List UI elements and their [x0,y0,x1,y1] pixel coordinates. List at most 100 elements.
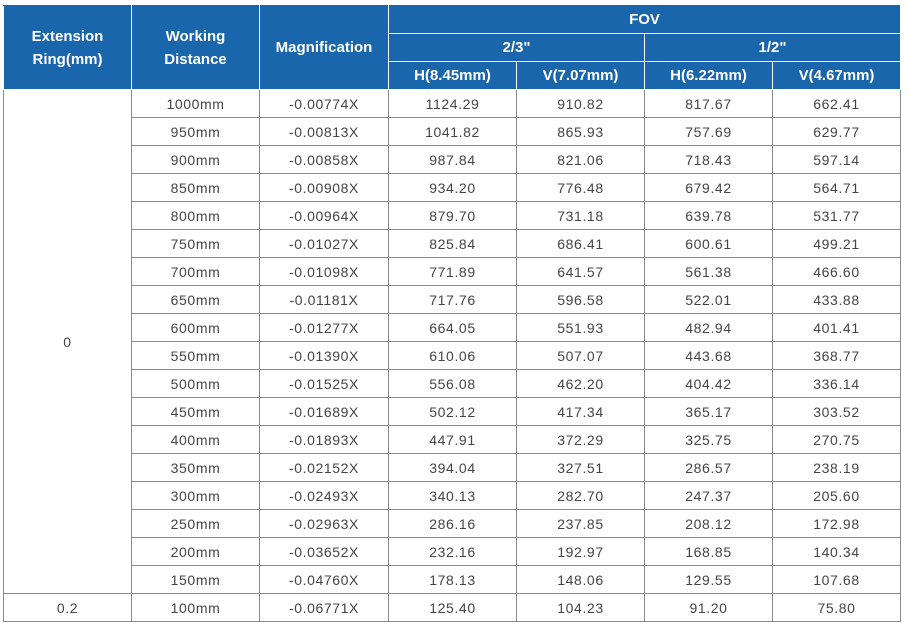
data-cell: 433.88 [772,285,901,314]
data-cell: 522.01 [644,285,773,314]
data-cell: 686.41 [516,229,645,258]
data-cell: -0.00774X [259,89,389,118]
data-cell: 100mm [131,593,260,622]
header-cell: H(8.45mm) [388,61,517,90]
data-cell: 800mm [131,201,260,230]
table-row: 600mm -0.01277X 664.05 551.93 482.94 401.41 [4,313,901,342]
data-cell: 125.40 [388,593,517,622]
data-cell: 731.18 [516,201,645,230]
data-cell: 776.48 [516,173,645,202]
data-cell: 499.21 [772,229,901,258]
table-row: 0 1000mm -0.00774X 1124.29 910.82 817.67 662.4… [3,89,901,594]
table-row: 900mm -0.00858X 987.84 821.06 718.43 597.14 [4,145,901,174]
data-cell: -0.00813X [259,117,389,146]
data-cell: 771.89 [388,257,517,286]
data-cell: 556.08 [388,369,517,398]
data-cell: 564.71 [772,173,901,202]
data-cell: 372.29 [516,425,645,454]
data-cell: 610.06 [388,341,517,370]
header-cell: Extension Ring(mm) [3,5,132,90]
table-row: 950mm -0.00813X 1041.82 865.93 757.69 629.77 [4,117,901,146]
data-cell: 466.60 [772,257,901,286]
data-cell: -0.02963X [259,509,389,538]
table-body: 0 1000mm -0.00774X 1124.29 910.82 817.67 662.4… [3,89,901,622]
header-cell: FOV [388,5,901,34]
data-cell: -0.01689X [259,397,389,426]
table-row: 200mm -0.03652X 232.16 192.97 168.85 140.34 [4,537,901,566]
data-cell: -0.03652X [259,537,389,566]
header-cell: 1/2" [644,33,901,62]
data-cell: 639.78 [644,201,773,230]
data-cell: 368.77 [772,341,901,370]
data-cell: 303.52 [772,397,901,426]
data-cell: -0.01893X [259,425,389,454]
data-cell: 500mm [131,369,260,398]
table-row: 850mm -0.00908X 934.20 776.48 679.42 564.71 [4,173,901,202]
data-cell: -0.02493X [259,481,389,510]
data-cell: 350mm [131,453,260,482]
data-cell: 75.80 [772,593,901,622]
data-cell: 91.20 [644,593,773,622]
data-cell: 286.16 [388,509,517,538]
data-cell: 247.37 [644,481,773,510]
data-cell: 327.51 [516,453,645,482]
data-cell: -0.01181X [259,285,389,314]
data-cell: 750mm [131,229,260,258]
data-cell: 987.84 [388,145,517,174]
data-cell: 596.58 [516,285,645,314]
data-cell: 650mm [131,285,260,314]
data-cell: 282.70 [516,481,645,510]
data-cell: 172.98 [772,509,901,538]
data-cell: -0.00858X [259,145,389,174]
data-cell: 336.14 [772,369,901,398]
data-cell: 531.77 [772,201,901,230]
data-cell: 107.68 [772,565,901,594]
header-text: Extension Ring(mm) [31,27,104,68]
data-cell: 237.85 [516,509,645,538]
data-cell: 700mm [131,257,260,286]
data-cell: 1124.29 [388,89,517,118]
data-cell: 200mm [131,537,260,566]
table-row: 750mm -0.01027X 825.84 686.41 600.61 499.21 [4,229,901,258]
data-cell: -0.01098X [259,257,389,286]
data-cell: 664.05 [388,313,517,342]
data-cell: 502.12 [388,397,517,426]
data-cell: 404.42 [644,369,773,398]
data-cell: 934.20 [388,173,517,202]
data-cell: 447.91 [388,425,517,454]
data-cell: 1041.82 [388,117,517,146]
data-cell: 900mm [131,145,260,174]
header-cell: 2/3" [388,33,645,62]
table-row: 150mm -0.04760X 178.13 148.06 129.55 107.68 [4,565,901,594]
data-cell: 394.04 [388,453,517,482]
data-cell: 340.13 [388,481,517,510]
data-cell: -0.00908X [259,173,389,202]
header-cell: Working Distance [131,5,260,90]
data-cell: 507.07 [516,341,645,370]
data-cell: 270.75 [772,425,901,454]
data-cell: -0.01277X [259,313,389,342]
data-cell: 629.77 [772,117,901,146]
data-cell: 717.76 [388,285,517,314]
data-cell: -0.01525X [259,369,389,398]
data-cell: 1000mm [131,89,260,118]
data-cell: 679.42 [644,173,773,202]
table-row: 500mm -0.01525X 556.08 462.20 404.42 336.14 [4,369,901,398]
data-cell: 325.75 [644,425,773,454]
data-cell: -0.06771X [259,593,389,622]
header-cell: Magnification [259,5,389,90]
table-row: 550mm -0.01390X 610.06 507.07 443.68 368.77 [4,341,901,370]
data-cell: 104.23 [516,593,645,622]
data-cell: 232.16 [388,537,517,566]
data-cell: 178.13 [388,565,517,594]
data-cell: 662.41 [772,89,901,118]
data-cell: 561.38 [644,257,773,286]
table-row: 300mm -0.02493X 340.13 282.70 247.37 205.60 [4,481,901,510]
data-cell: 597.14 [772,145,901,174]
data-cell: 192.97 [516,537,645,566]
table-row: 0.2 100mm -0.06771X 125.40 104.23 91.20 75.80 [3,593,901,622]
data-cell: 950mm [131,117,260,146]
data-cell: 300mm [131,481,260,510]
data-cell: -0.02152X [259,453,389,482]
data-cell: 450mm [131,397,260,426]
